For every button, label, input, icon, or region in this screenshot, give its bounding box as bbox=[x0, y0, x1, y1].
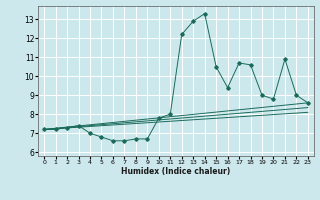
X-axis label: Humidex (Indice chaleur): Humidex (Indice chaleur) bbox=[121, 167, 231, 176]
